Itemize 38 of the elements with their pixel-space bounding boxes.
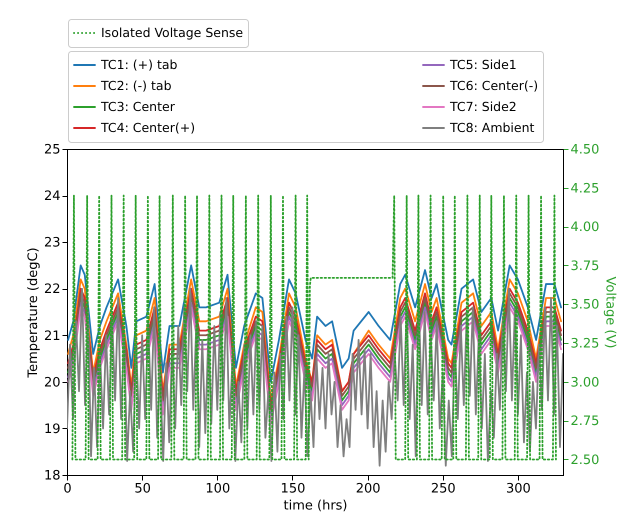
legend-label: TC7: Side2 [449, 99, 517, 114]
y2-tick-label: 4.50 [570, 142, 600, 158]
x-tick-label: 250 [430, 482, 456, 496]
line-series [67, 264, 562, 383]
y-tick-label: 18 [44, 468, 60, 484]
y-tick-label: 24 [44, 189, 60, 204]
legend-label: TC2: (-) tab [100, 78, 172, 93]
y2-axis-title: Voltage (V) [602, 276, 618, 348]
legend-label: TC3: Center [100, 99, 176, 114]
x-axis-title: time (hrs) [283, 498, 348, 514]
legend-label: TC1: (+) tab [100, 57, 178, 72]
x-tick-label: 150 [280, 482, 306, 496]
y2-tick-label: 3.00 [570, 375, 600, 390]
y2-tick-label: 4.00 [570, 220, 600, 236]
y-tick-label: 19 [44, 422, 60, 437]
y-tick-label: 20 [44, 375, 60, 390]
x-tick-label: 300 [506, 482, 531, 496]
legend-label: TC4: Center(+) [100, 120, 196, 135]
x-tick-label: 200 [356, 482, 381, 496]
y2-tick-label: 4.25 [570, 181, 600, 196]
y-tick-label: 23 [44, 236, 60, 251]
y2-tick-label: 3.50 [570, 298, 600, 313]
y2-tick-label: 2.75 [570, 414, 600, 430]
legend-label: TC8: Ambient [449, 120, 535, 135]
y2-tick-label: 3.25 [570, 336, 600, 352]
y-tick-label: 22 [44, 282, 60, 298]
y-tick-label: 21 [44, 328, 60, 344]
y2-tick-label: 2.50 [570, 452, 600, 468]
line-series [67, 288, 563, 467]
x-tick-label: 0 [63, 482, 72, 496]
x-tick-label: 100 [205, 482, 230, 496]
legend-label: TC5: Side1 [449, 57, 517, 72]
legend-label: Isolated Voltage Sense [101, 25, 244, 40]
y2-tick-label: 3.75 [570, 258, 600, 274]
y-tick-label: 25 [44, 142, 60, 158]
legend-label: TC6: Center(-) [449, 78, 538, 93]
y-axis-title: Temperature (degC) [26, 247, 41, 379]
x-tick-label: 50 [134, 482, 151, 496]
